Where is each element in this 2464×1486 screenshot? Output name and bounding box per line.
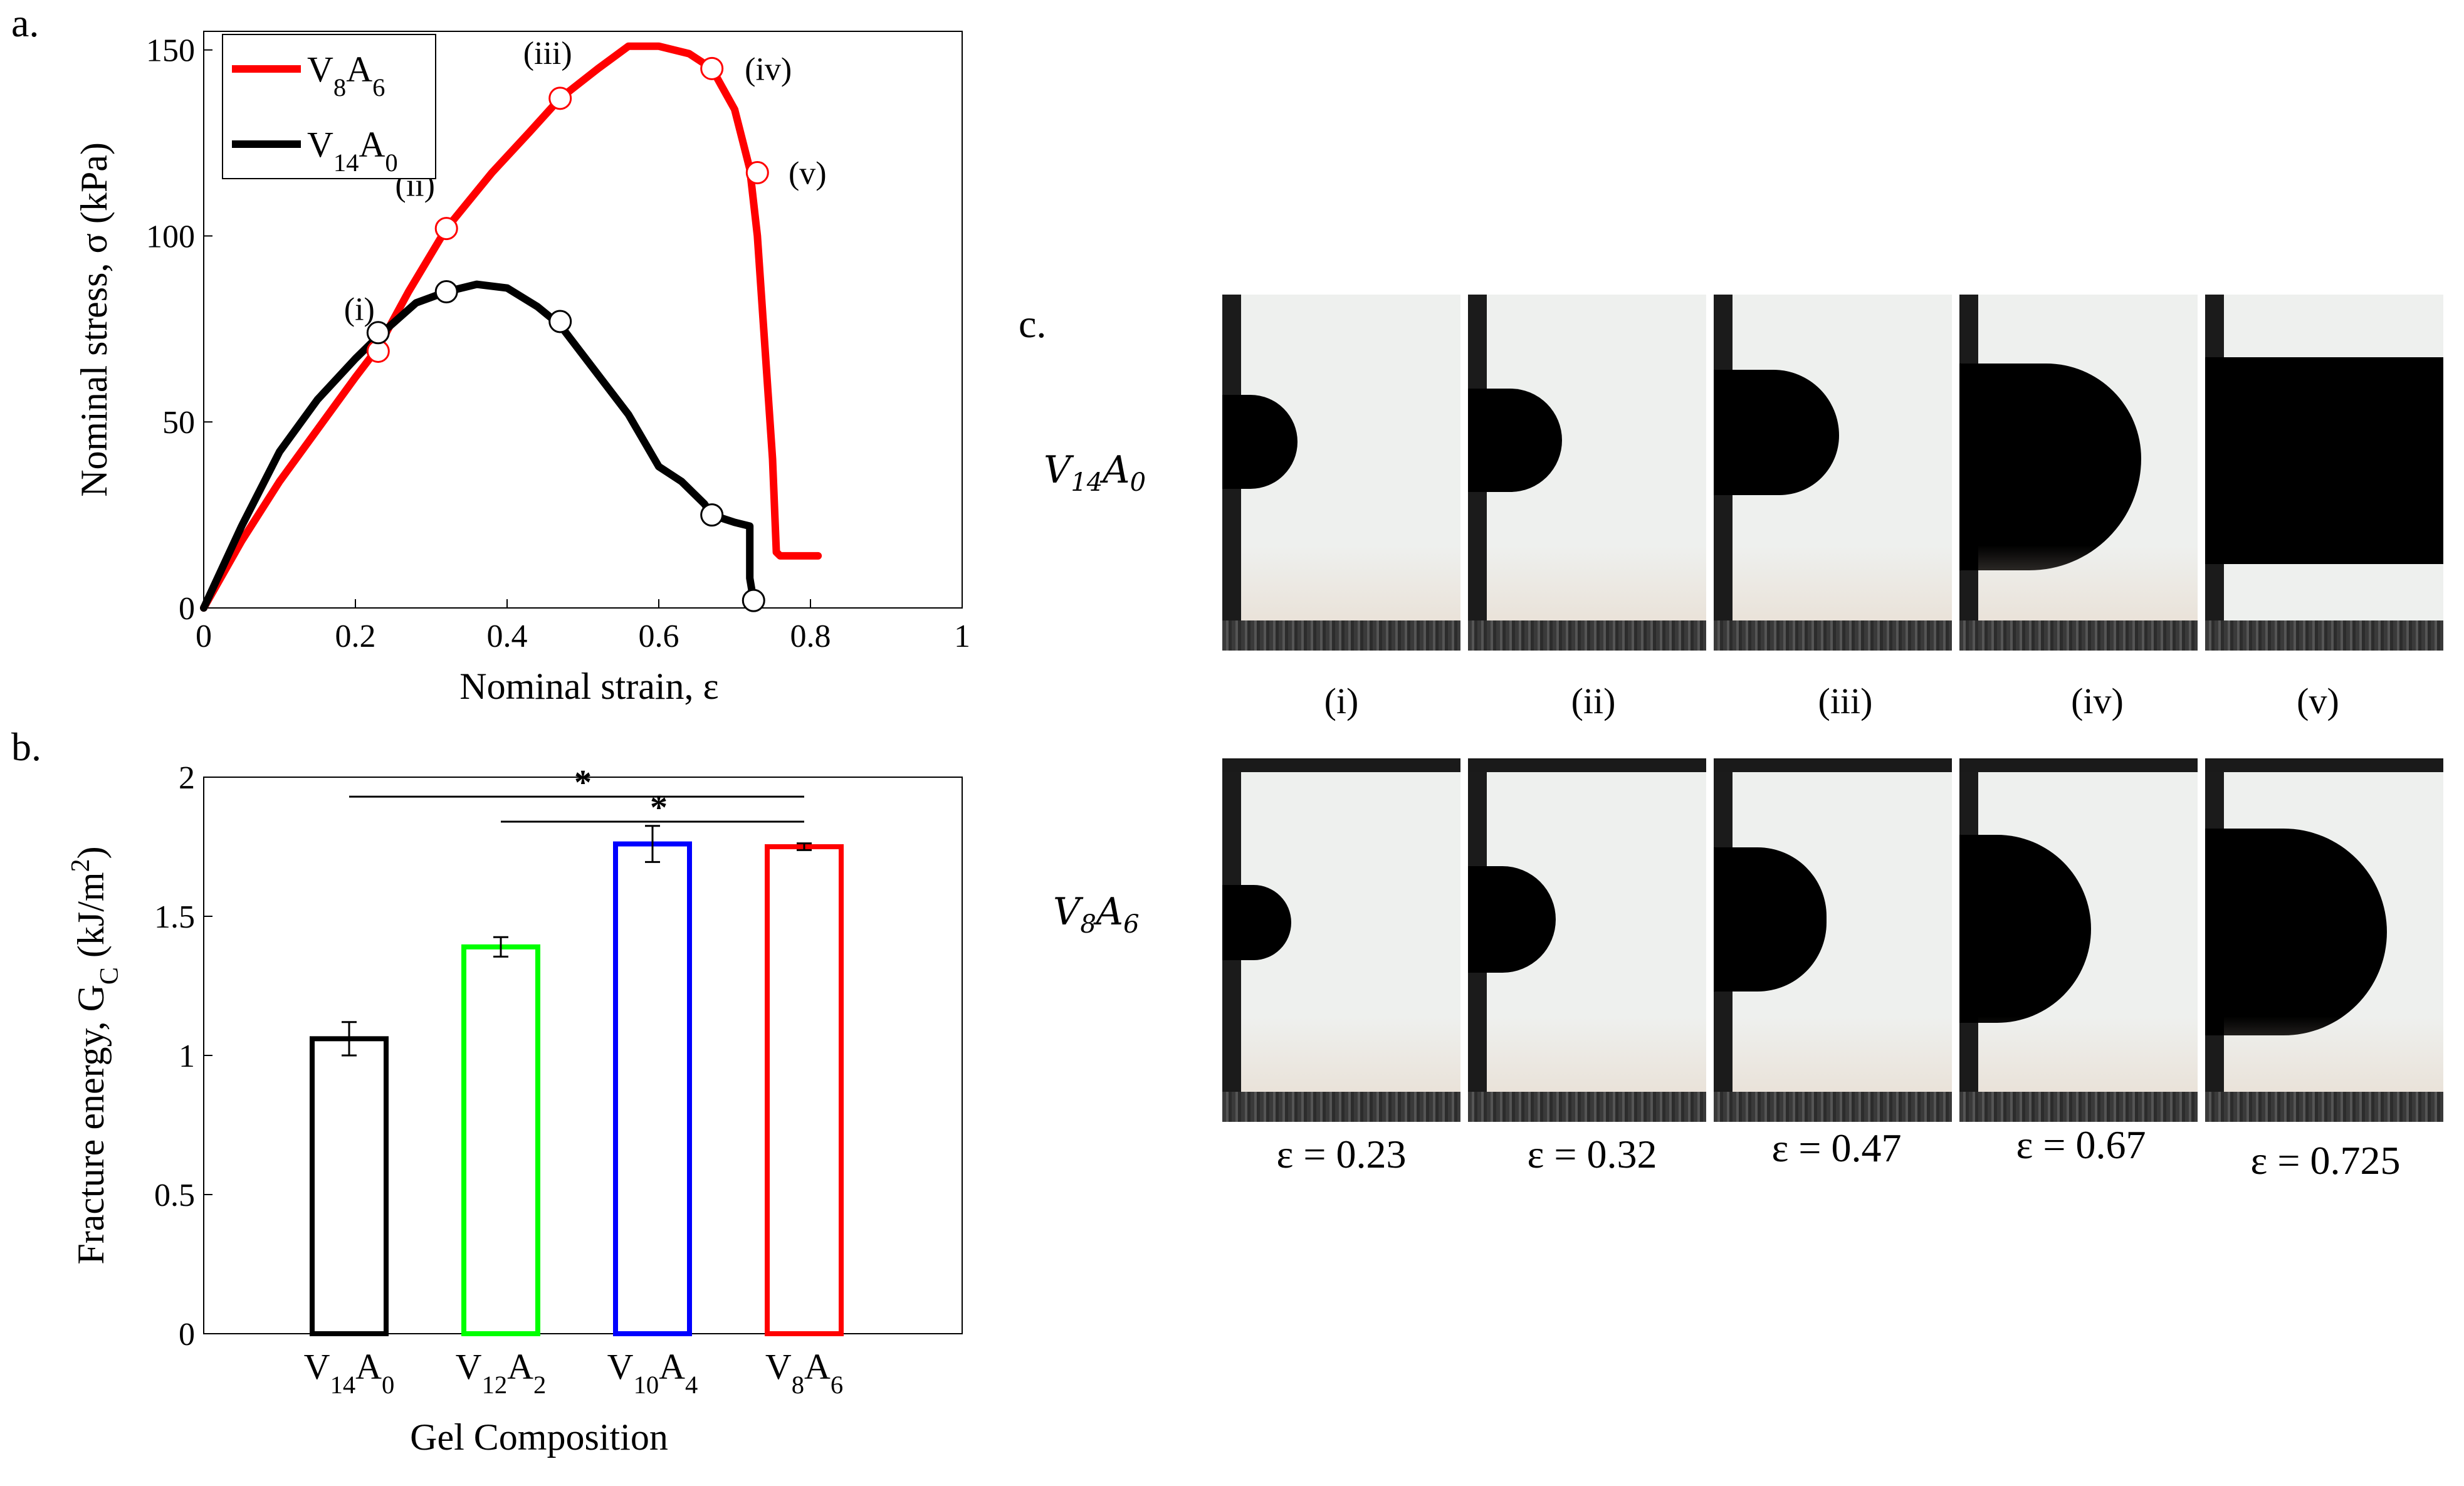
stage-label-2: (ii) [1571, 681, 1616, 721]
plot-frame [203, 777, 963, 1334]
y-tick-label: 50 [162, 405, 195, 441]
data-marker [434, 217, 458, 241]
bar-V14A0 [310, 1036, 389, 1336]
marker-label: (v) [789, 156, 827, 192]
photo-bottom-5 [2205, 758, 2443, 1122]
photo-bottom-3 [1714, 758, 1952, 1122]
photo-top-3 [1714, 295, 1952, 651]
panel-label-b: b. [11, 725, 41, 769]
x-tick-label: 0.4 [487, 619, 528, 654]
legend-entry: V8A6 [307, 49, 385, 102]
bar-V12A2 [461, 944, 540, 1336]
data-marker [366, 321, 390, 345]
category-label: V10A4 [607, 1346, 698, 1399]
data-marker [548, 310, 572, 333]
stage-label-4: (iv) [2071, 681, 2124, 721]
marker-label: (iv) [745, 51, 792, 87]
bar-V10A4 [613, 841, 692, 1337]
stress-strain-chart: 0 0.2 0.4 0.6 0.8 1 0 50 100 150 Nominal strain, ε… [73, 31, 970, 707]
photo-bottom-2 [1468, 758, 1706, 1122]
strain-caption-2: ε = 0.32 [1527, 1132, 1657, 1176]
plot-frame [203, 31, 963, 609]
data-marker [548, 86, 572, 110]
x-tick-label: 0.2 [335, 619, 376, 654]
charts-canvas: 0 0.2 0.4 0.6 0.8 1 0 50 100 150 Nominal strain, ε… [66, 31, 970, 1458]
photo-top-4 [1959, 295, 2198, 651]
legend-box [222, 34, 436, 179]
data-marker [742, 589, 765, 612]
y-tick-label: 100 [146, 219, 195, 254]
y-axis-label: Nominal stress, σ (kPa) [73, 142, 115, 497]
photo-row-top [1222, 295, 2443, 651]
photo-bottom-4 [1959, 758, 2198, 1122]
category-label: V8A6 [765, 1346, 843, 1399]
panel-label-c: c. [1019, 301, 1047, 346]
marker-label: (i) [344, 291, 375, 327]
category-label: V12A2 [456, 1346, 547, 1399]
strain-caption-5: ε = 0.725 [2250, 1138, 2401, 1183]
significance-star: * [650, 788, 668, 827]
photo-bottom-1 [1222, 758, 1460, 1122]
strain-caption-1: ε = 0.23 [1276, 1132, 1407, 1176]
legend: V8A6 V14A0 [222, 34, 436, 179]
y-tick-label: 0 [179, 1317, 195, 1353]
data-marker [434, 280, 458, 303]
stage-label-5: (v) [2297, 681, 2339, 721]
panel-label-a: a. [11, 1, 39, 45]
y-tick-label: 150 [146, 33, 195, 69]
series-line-V14A0 [200, 280, 758, 612]
x-axis-label: Nominal strain, ε [459, 666, 718, 707]
x-tick-label: 0.6 [639, 619, 679, 654]
x-tick-label: 1 [954, 619, 970, 654]
x-tick-label: 0 [196, 619, 212, 654]
row-label-bottom: V8A6 [1053, 890, 1140, 939]
y-tick-label: 0.5 [154, 1178, 195, 1213]
data-marker [745, 161, 769, 185]
y-tick-label: 0 [179, 591, 195, 627]
y-tick-label: 1.5 [154, 899, 195, 935]
data-marker [700, 503, 724, 527]
category-label: V14A0 [304, 1346, 395, 1399]
y-tick-label: 2 [179, 760, 195, 796]
y-tick-label: 1 [179, 1039, 195, 1074]
marker-label: (iii) [523, 36, 572, 71]
x-tick-label: 0.8 [790, 619, 831, 654]
stage-label-1: (i) [1324, 681, 1359, 721]
photo-top-2 [1468, 295, 1706, 651]
strain-caption-4: ε = 0.67 [2016, 1122, 2146, 1167]
fracture-energy-chart: 0 0.5 1 1.5 2 V14A0 V12A2 V10A4 V8A6 * * Gel Compos… [66, 760, 963, 1458]
photo-top-1 [1222, 295, 1460, 651]
significance-star: * [574, 763, 592, 802]
photo-row-bottom [1222, 758, 2443, 1122]
strain-caption-3: ε = 0.47 [1771, 1126, 1902, 1170]
x-axis-label: Gel Composition [410, 1416, 668, 1458]
legend-entry: V14A0 [307, 124, 398, 177]
y-axis-label: Fracture energy, GC (kJ/m2) [66, 846, 124, 1264]
stage-label-3: (iii) [1818, 681, 1873, 721]
photo-top-5 [2205, 295, 2443, 651]
data-marker [700, 56, 724, 80]
series-line-V8A6 [200, 42, 822, 612]
bar-V8A6 [765, 844, 844, 1336]
row-label-top: V14A0 [1044, 448, 1146, 497]
